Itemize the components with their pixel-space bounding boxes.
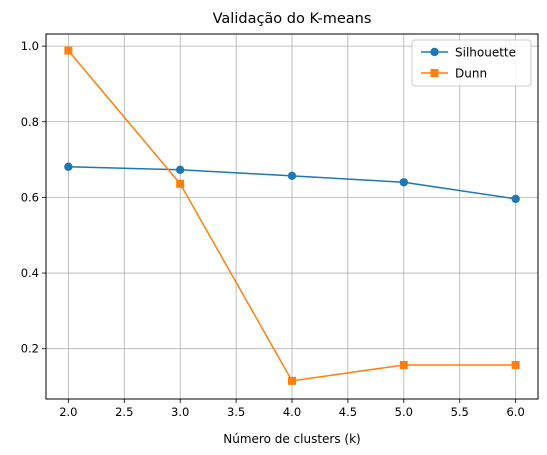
x-tick-label: 4.5	[339, 405, 357, 419]
x-tick-label: 5.0	[395, 405, 413, 419]
silhouette-point	[399, 178, 409, 187]
x-tick-label: 2.5	[115, 405, 133, 419]
x-tick-label: 4.0	[283, 405, 301, 419]
grid	[46, 34, 538, 399]
legend-dunn-marker	[430, 69, 439, 77]
y-tick-label: 0.8	[21, 115, 39, 129]
dunn-point	[288, 376, 296, 385]
legend-silhouette-label: Silhouette	[455, 46, 516, 60]
x-axis-label: Número de clusters (k)	[223, 432, 360, 446]
y-tick-label: 0.2	[21, 342, 39, 356]
silhouette-point	[287, 171, 297, 181]
chart-title: Validação do K-means	[213, 11, 372, 27]
silhouette-point	[511, 194, 520, 204]
y-tick-label: 0.6	[21, 190, 39, 204]
plot-frame	[45, 33, 539, 400]
x-tick-label: 6.0	[506, 405, 524, 419]
dunn-point	[176, 179, 185, 188]
y-tick-label: 0.4	[21, 266, 39, 280]
series-lines	[64, 46, 520, 385]
axis-ticks: 2.0 2.5 3.0 3.5 4.0 4.5 5.0 5.5 6.0 0.2 0.4 0.6 0.8 1…	[21, 39, 525, 419]
silhouette-point	[64, 162, 73, 171]
x-tick-label: 3.5	[227, 405, 245, 419]
silhouette-point	[175, 165, 185, 174]
legend-silhouette-marker	[430, 47, 439, 57]
y-tick-label: 1.0	[21, 39, 39, 53]
legend: Silhouette Dunn	[411, 39, 532, 87]
dunn-point	[511, 360, 520, 369]
dunn-point	[399, 360, 408, 369]
x-tick-label: 5.5	[451, 405, 469, 419]
dunn-point	[64, 46, 73, 55]
legend-dunn-label: Dunn	[455, 67, 487, 81]
x-tick-label: 2.0	[59, 405, 77, 419]
x-tick-label: 3.0	[171, 405, 189, 419]
